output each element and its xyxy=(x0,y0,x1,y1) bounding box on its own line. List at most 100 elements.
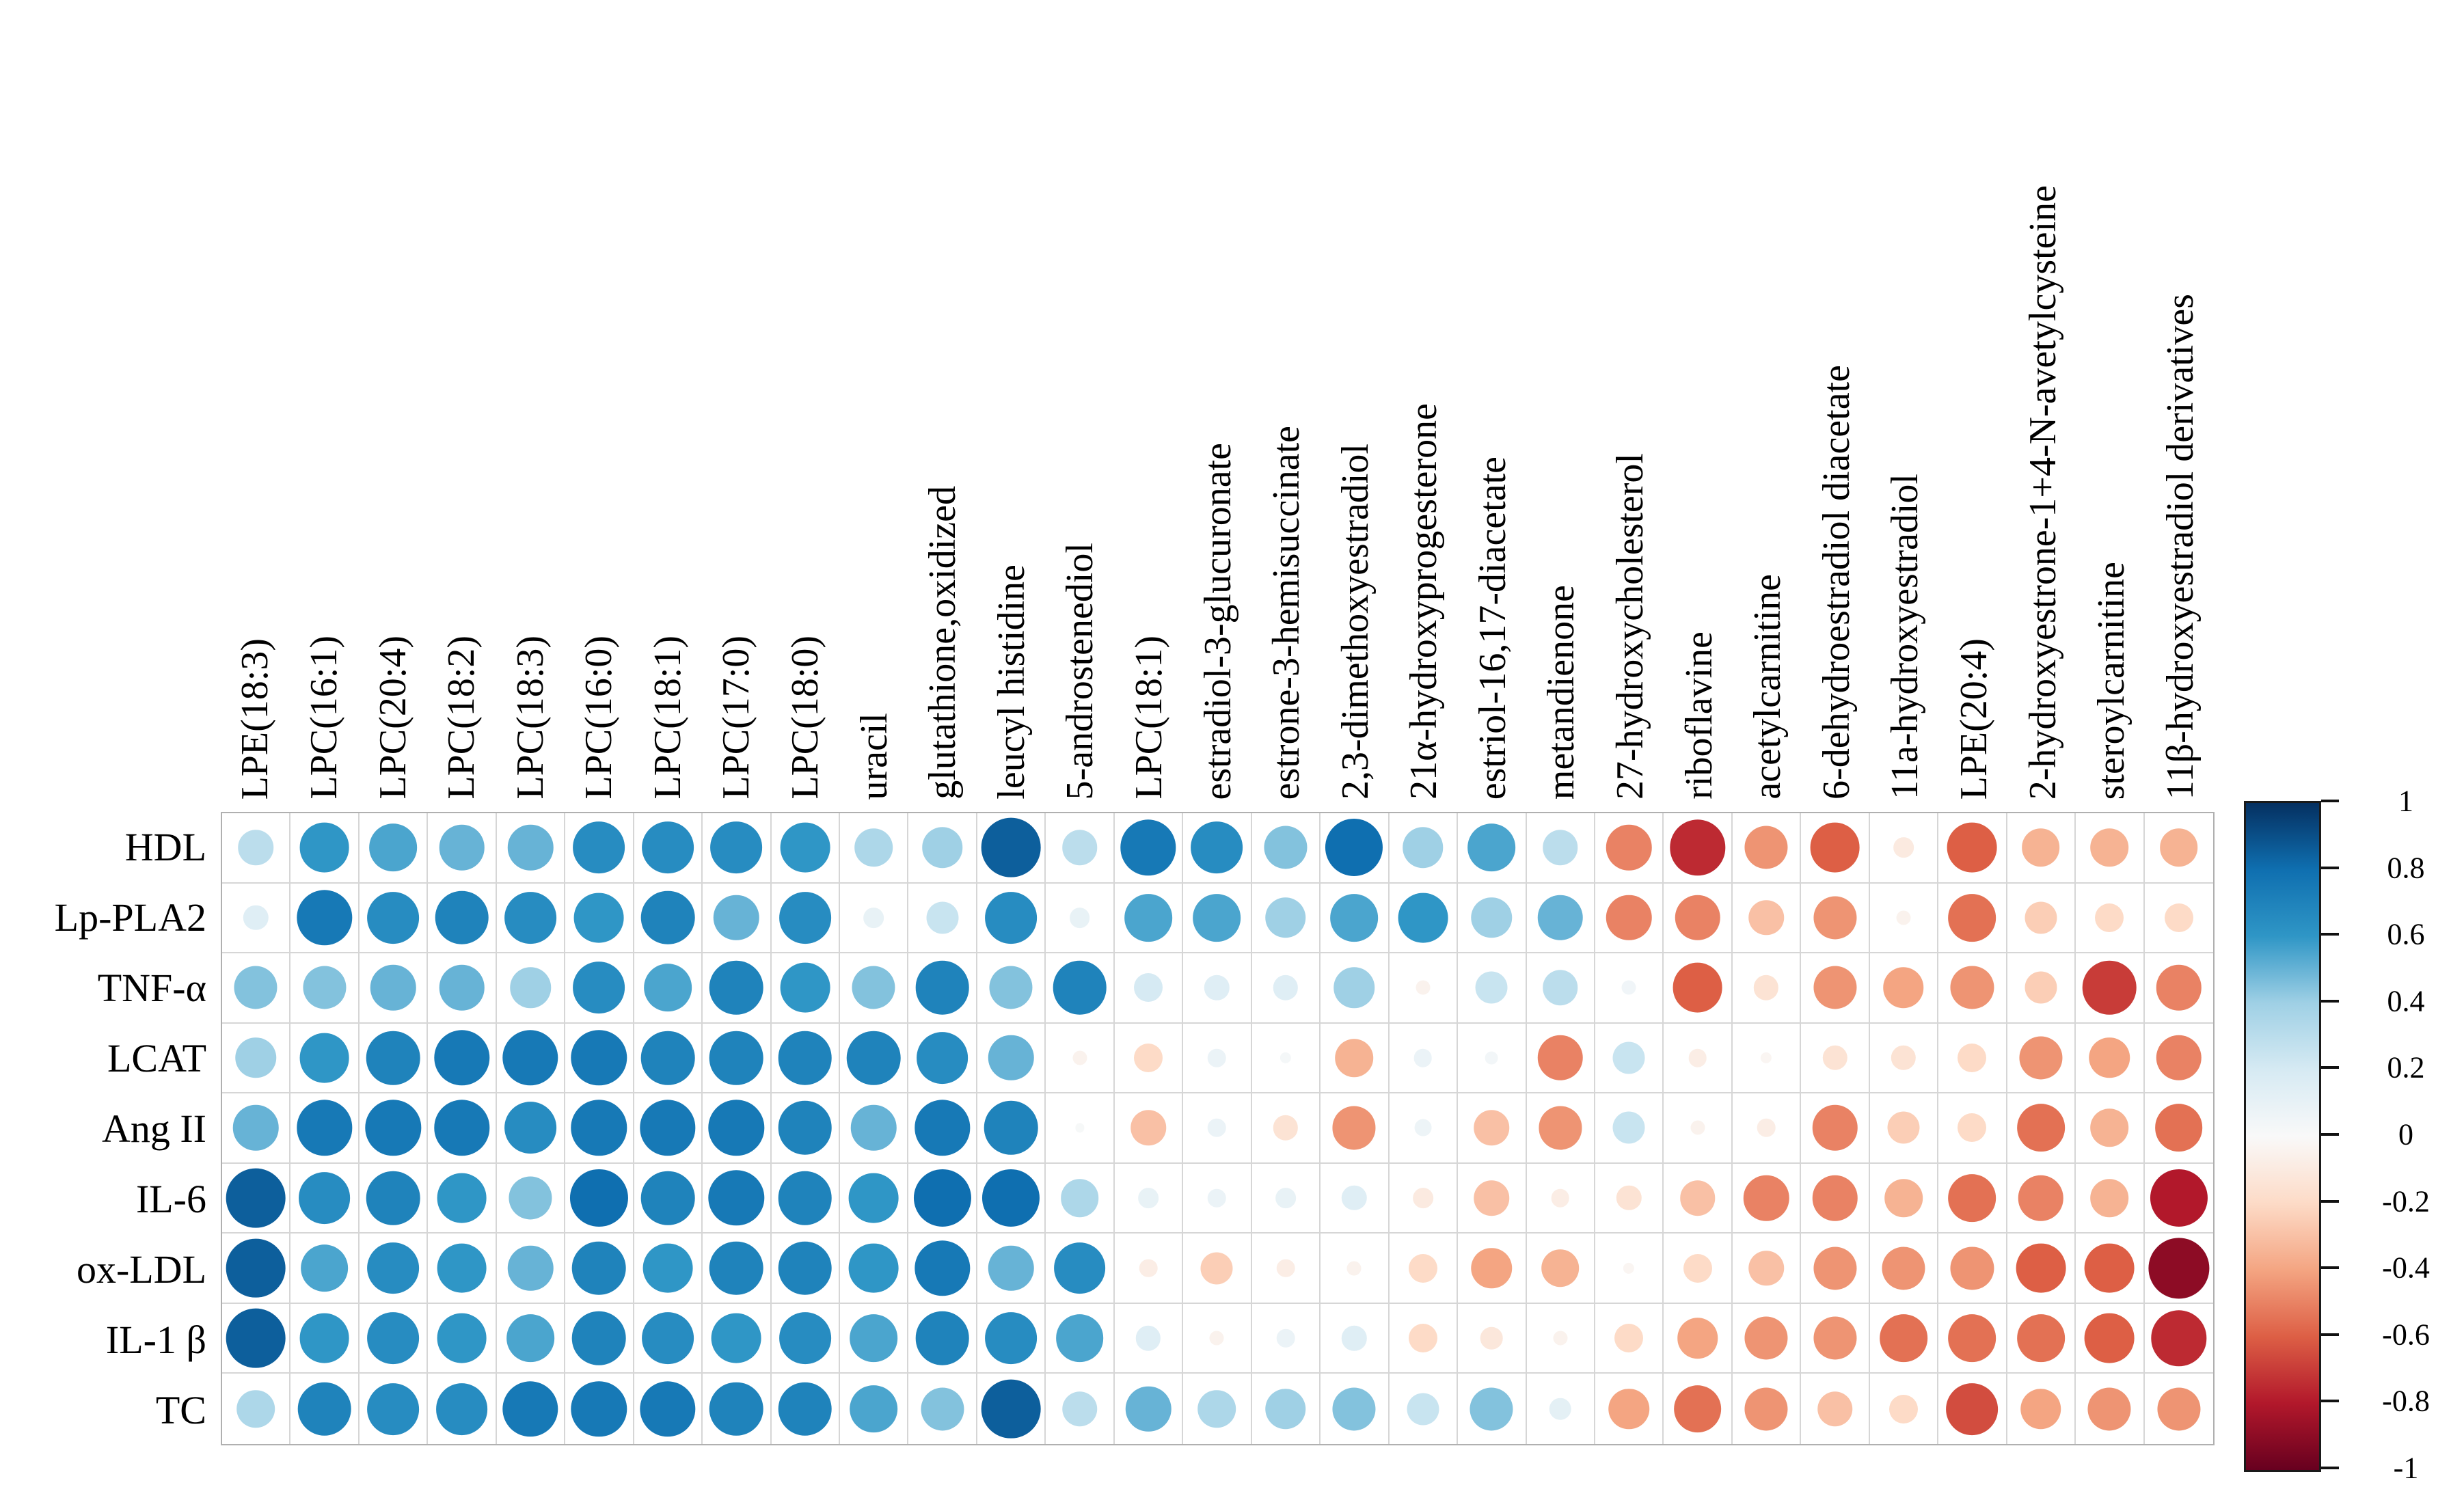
corr-cell xyxy=(634,1303,703,1374)
corr-dot xyxy=(1679,1180,1716,1216)
corr-cell xyxy=(222,1163,291,1234)
corr-cell xyxy=(1321,1163,1390,1234)
corr-dot xyxy=(1208,1048,1226,1067)
corr-dot xyxy=(1810,822,1860,873)
corr-dot xyxy=(863,907,884,928)
corr-cell xyxy=(1732,953,1802,1024)
corr-dot xyxy=(2084,1243,2135,1293)
corr-cell xyxy=(1869,1093,1939,1164)
corr-cell xyxy=(1389,813,1459,884)
corr-cell xyxy=(1321,1023,1390,1094)
corr-cell xyxy=(565,1093,634,1164)
column-label: metandienone xyxy=(1540,584,1583,800)
column-label: LPC(17:0) xyxy=(715,636,758,800)
corr-dot xyxy=(1134,1043,1163,1072)
column-label: 6-dehydroestradiol diacetate xyxy=(1815,365,1858,800)
corr-cell xyxy=(1389,1303,1459,1374)
corr-dot xyxy=(709,961,763,1015)
corr-cell xyxy=(1114,883,1184,954)
corr-cell xyxy=(2007,1023,2076,1094)
corr-cell xyxy=(359,1234,429,1304)
corr-cell xyxy=(290,883,360,954)
corr-cell xyxy=(2144,1234,2213,1304)
corr-dot xyxy=(1669,819,1726,875)
column-label: riboflavine xyxy=(1677,631,1720,800)
colorbar-tick-label: 0.4 xyxy=(2387,984,2425,1018)
corr-dot xyxy=(640,1381,696,1437)
corr-dot xyxy=(1673,962,1723,1013)
corr-cell xyxy=(1389,1234,1459,1304)
corr-dot xyxy=(2154,1104,2203,1152)
colorbar-ticks: 1 0.8 0.6 0.4 0.2 0 -0.2 -0.4 -0.6 -0.8 -1 xyxy=(2321,785,2464,1485)
corr-dot xyxy=(502,1030,558,1086)
corr-dot xyxy=(1612,1111,1645,1144)
corr-dot xyxy=(1342,1325,1367,1351)
corr-dot xyxy=(504,891,556,944)
corr-dot xyxy=(640,1100,696,1156)
corr-dot xyxy=(2151,1310,2207,1366)
corr-dot xyxy=(439,965,485,1011)
corr-cell xyxy=(1183,1303,1252,1374)
corr-cell xyxy=(1732,1023,1802,1094)
corr-cell xyxy=(1526,1163,1595,1234)
corr-dot xyxy=(1209,1331,1224,1346)
corr-dot xyxy=(988,1245,1034,1291)
row-label: LCAT xyxy=(107,1035,206,1080)
corr-dot xyxy=(571,1100,627,1156)
corr-cell xyxy=(1801,883,1870,954)
corr-cell xyxy=(1526,1234,1595,1304)
corr-dot xyxy=(1280,1052,1292,1064)
corr-cell xyxy=(1389,1374,1459,1444)
corr-dot xyxy=(243,905,269,931)
corr-cell xyxy=(1183,1163,1252,1234)
corr-cell xyxy=(840,813,909,884)
corr-dot xyxy=(1408,1324,1437,1353)
corr-dot xyxy=(642,821,694,874)
corr-cell xyxy=(840,1093,909,1164)
corr-cell xyxy=(565,1023,634,1094)
corr-cell xyxy=(290,1374,360,1444)
corr-dot xyxy=(1412,1188,1433,1208)
corr-cell xyxy=(908,1093,977,1164)
corr-dot xyxy=(1124,893,1172,942)
corr-cell xyxy=(428,1303,497,1374)
corr-cell xyxy=(840,1374,909,1444)
corr-cell xyxy=(359,883,429,954)
corr-cell xyxy=(1732,1163,1802,1234)
corr-dot xyxy=(433,1030,490,1086)
corr-dot xyxy=(714,895,759,941)
corr-dot xyxy=(1948,1174,1996,1222)
corr-cell xyxy=(565,813,634,884)
corr-cell xyxy=(2076,1093,2145,1164)
corr-dot xyxy=(1325,819,1383,877)
corr-dot xyxy=(1061,830,1098,866)
corr-cell xyxy=(1046,953,1115,1024)
corr-dot xyxy=(1332,1387,1376,1431)
corr-cell xyxy=(977,1093,1046,1164)
corr-dot xyxy=(1553,1331,1568,1346)
corr-cell xyxy=(1114,953,1184,1024)
corr-cell xyxy=(1801,953,1870,1024)
corr-dot xyxy=(1616,1185,1642,1211)
colorbar-tick-label: 0.6 xyxy=(2387,917,2425,951)
corr-cell xyxy=(1183,883,1252,954)
corr-dot xyxy=(1948,893,1996,942)
corr-cell xyxy=(565,883,634,954)
corr-cell xyxy=(1938,1093,2007,1164)
corr-dot xyxy=(1757,1119,1776,1137)
colorbar-tick-label: 0.2 xyxy=(2387,1050,2425,1085)
corr-cell xyxy=(977,813,1046,884)
corr-cell xyxy=(1869,1023,1939,1094)
corr-dot xyxy=(709,1031,763,1085)
corr-dot xyxy=(1812,1105,1858,1151)
corr-cell xyxy=(703,1303,772,1374)
corr-cell xyxy=(359,953,429,1024)
corr-cell xyxy=(496,813,566,884)
corr-cell xyxy=(1595,1023,1664,1094)
corr-dot xyxy=(238,830,273,866)
corr-dot xyxy=(915,1311,969,1365)
corr-dot xyxy=(982,1169,1040,1227)
corr-dot xyxy=(1612,1041,1645,1074)
corr-dot xyxy=(710,821,763,874)
